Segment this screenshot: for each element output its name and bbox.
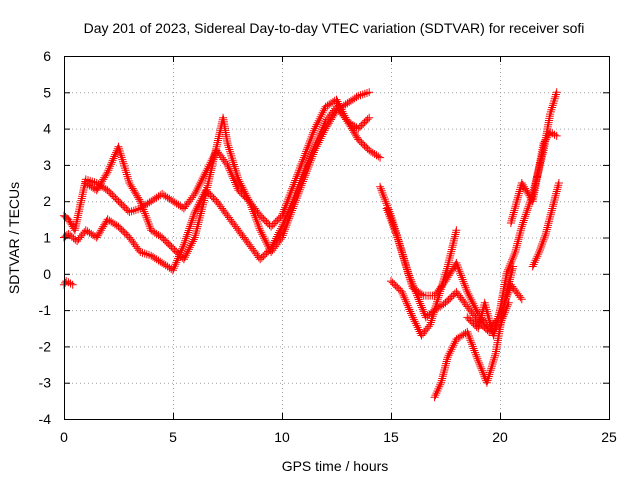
x-axis-label: GPS time / hours	[282, 458, 389, 474]
y-tick-label: 3	[43, 157, 51, 173]
y-tick-labels: -4 -3 -2 -1 0 1 2 3 4 5 6	[39, 48, 52, 427]
series-markers	[382, 204, 513, 336]
y-tick-label: 6	[43, 48, 51, 64]
x-tick-label: 20	[492, 429, 508, 445]
x-tick-label: 5	[169, 429, 177, 445]
data-traces	[60, 88, 563, 402]
y-tick-label: 1	[43, 230, 51, 246]
series-trace-4	[81, 88, 374, 264]
series-trace-6	[382, 204, 513, 336]
series-markers	[60, 277, 77, 289]
series-markers	[463, 88, 561, 340]
series-trace-11	[528, 179, 563, 271]
series-trace-10	[506, 128, 561, 227]
y-tick-label: 2	[43, 193, 51, 209]
y-tick-label: -2	[39, 338, 52, 354]
series-trace-3	[60, 277, 77, 289]
y-tick-label: -3	[39, 375, 52, 391]
series-markers	[81, 88, 374, 264]
x-tick-label: 15	[383, 429, 399, 445]
y-tick-label: -1	[39, 302, 52, 318]
x-tick-labels: 0 5 10 15 20 25	[60, 429, 617, 445]
chart-title: Day 201 of 2023, Sidereal Day-to-day VTE…	[84, 20, 585, 36]
x-tick-label: 25	[601, 429, 617, 445]
series-markers	[387, 226, 461, 340]
x-tick-label: 0	[60, 429, 68, 445]
series-markers	[506, 128, 561, 227]
series-markers	[528, 179, 563, 271]
y-tick-label: 0	[43, 266, 51, 282]
y-tick-label: -4	[39, 411, 52, 427]
axis-ticks	[64, 56, 610, 420]
x-tick-label: 10	[274, 429, 290, 445]
y-tick-label: 4	[43, 121, 51, 137]
y-tick-label: 5	[43, 84, 51, 100]
grid-lines	[64, 56, 609, 419]
series-trace-9	[463, 88, 561, 340]
series-trace-7	[387, 226, 461, 340]
y-axis-label: SDTVAR / TECUs	[6, 182, 22, 294]
